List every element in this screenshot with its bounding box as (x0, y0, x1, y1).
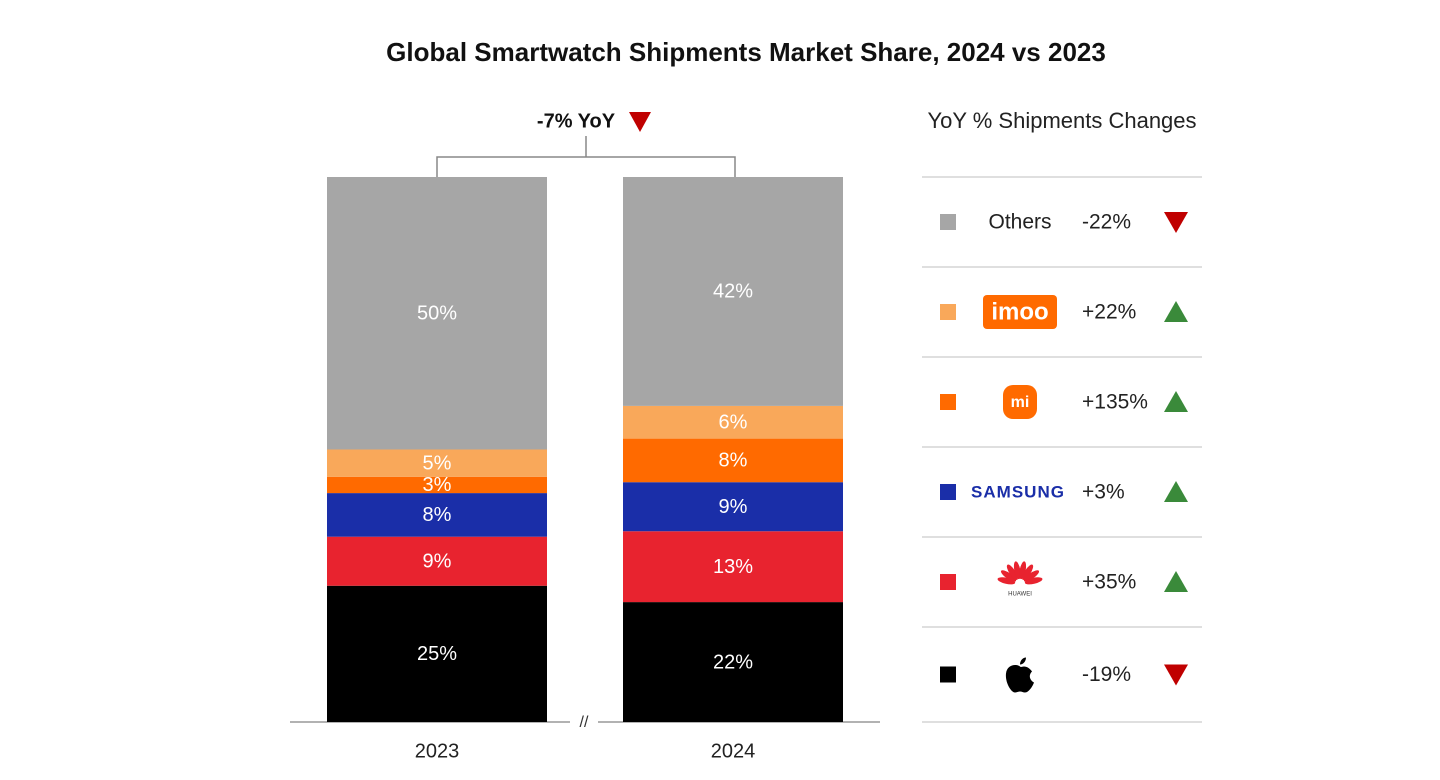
legend-title: YoY % Shipments Changes (927, 108, 1196, 133)
data-label: 25% (417, 643, 457, 665)
legend-yoy-arrow (1164, 664, 1188, 686)
legend-yoy-arrow (1164, 301, 1188, 322)
bar-segment (327, 536, 547, 586)
bar-segment (327, 585, 547, 722)
x-tick-label: 2023 (415, 740, 460, 762)
legend-yoy-arrow (1164, 481, 1188, 502)
legend-yoy: +22% (1082, 301, 1136, 324)
data-label: 13% (713, 556, 753, 578)
bar-segment (327, 449, 547, 477)
data-label: 9% (423, 551, 452, 573)
data-label: 8% (719, 450, 748, 472)
data-label: 22% (713, 651, 753, 673)
yoy-annotation: -7% YoY (537, 110, 616, 132)
legend-yoy: -22% (1082, 211, 1131, 234)
logo-mi (1003, 385, 1037, 419)
legend-yoy: +35% (1082, 571, 1136, 594)
bar-segment (327, 476, 547, 494)
legend-yoy: +3% (1082, 481, 1125, 504)
x-tick-label: 2024 (711, 740, 756, 762)
axis-break-bg (570, 712, 598, 732)
logo-apple (1005, 657, 1034, 693)
legend-name: SAMSUNG (971, 482, 1065, 501)
chart-title: Global Smartwatch Shipments Market Share… (386, 37, 1106, 67)
legend-yoy: +135% (1082, 391, 1148, 414)
legend-swatch (940, 394, 956, 410)
axis-break: // (580, 714, 589, 731)
legend-name: imoo (991, 298, 1048, 325)
logo-huawei-petal (1024, 577, 1043, 585)
bar-segment (623, 438, 843, 483)
legend-yoy-arrow (1164, 212, 1188, 233)
logo-huawei-petal (1006, 564, 1018, 580)
logo-huawei-petal (1022, 564, 1034, 580)
legend-name: mi (1011, 394, 1030, 411)
bar-segment (623, 602, 843, 722)
legend-swatch (940, 574, 956, 590)
bar-segment (327, 493, 547, 537)
data-label: 50% (417, 303, 457, 325)
legend-swatch (940, 484, 956, 500)
legend-name: HUAWEI (1008, 592, 1032, 598)
legend-yoy: -19% (1082, 663, 1131, 686)
logo-huawei-petal (1023, 570, 1040, 582)
data-label: 5% (423, 452, 452, 474)
yoy-arrow (629, 112, 651, 132)
legend-name: Others (988, 211, 1051, 234)
data-label: 42% (713, 281, 753, 303)
logo-huawei-petal (997, 577, 1016, 585)
bar-segment (623, 177, 843, 406)
bar-segment (623, 531, 843, 603)
data-label: 9% (719, 496, 748, 518)
bar-segment (623, 482, 843, 532)
bar-segment (623, 405, 843, 439)
bracket (436, 136, 736, 177)
data-label: 3% (423, 474, 452, 496)
logo-huawei-petal (1000, 570, 1017, 582)
logo-huawei-petal (1013, 561, 1021, 580)
legend-yoy-arrow (1164, 391, 1188, 412)
bar-segment (327, 177, 547, 450)
legend-swatch (940, 214, 956, 230)
data-label: 6% (719, 412, 748, 434)
logo-imoo (983, 295, 1057, 329)
legend-swatch (940, 304, 956, 320)
legend-yoy-arrow (1164, 571, 1188, 592)
legend-swatch (940, 666, 956, 683)
data-label: 8% (423, 504, 452, 526)
